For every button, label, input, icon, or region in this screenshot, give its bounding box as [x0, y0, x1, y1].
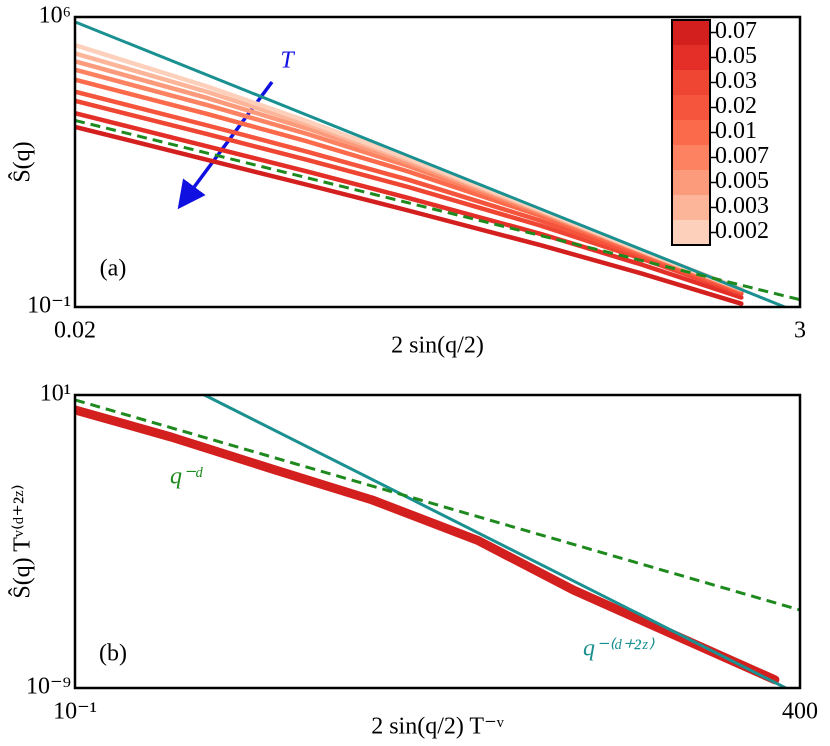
colorbar-swatch [672, 20, 710, 46]
colorbar-swatch [672, 70, 710, 96]
data-curve [75, 124, 744, 306]
colorbar-swatch [672, 220, 710, 246]
axes-frame [73, 393, 802, 690]
fit-line [75, 398, 800, 612]
y-axis-label: Ŝ(q) Tᵛ⁽ᵈ⁺²ᶻ⁾ [9, 484, 36, 598]
fit-line [75, 118, 800, 302]
colorbar-swatch [672, 45, 710, 71]
data-curve [75, 110, 744, 300]
x-tick-label: 400 [782, 699, 818, 725]
x-tick-label: 10⁻¹ [53, 699, 97, 725]
colorbar-swatch [672, 195, 710, 221]
colorbar-label: 0.03 [715, 68, 757, 94]
plot-area [75, 20, 800, 307]
y-tick-label: 10⁻⁹ [26, 674, 71, 700]
colorbar-swatch [672, 120, 710, 146]
colorbar-label: 0.002 [715, 218, 769, 244]
fit-line [75, 20, 786, 307]
colorbar-swatch [672, 145, 710, 171]
y-axis-label: Ŝ(q) [9, 141, 36, 182]
colorbar-swatch [672, 95, 710, 121]
data-curve [75, 405, 780, 685]
colorbar-label: 0.01 [715, 118, 757, 144]
x-axis-label: 2 sin(q/2) [391, 333, 484, 359]
colorbar-label: 0.005 [715, 168, 769, 194]
colorbar-label: 0.007 [715, 143, 769, 169]
fit-label: q⁻ᵈ [170, 464, 204, 490]
colorbar-label: 0.02 [715, 93, 757, 119]
x-axis-label: 2 sin(q/2) T⁻ᵛ [371, 714, 505, 740]
axes-frame [73, 15, 802, 309]
x-tick-label: 0.02 [54, 318, 96, 344]
y-tick-label: 10⁶ [39, 3, 71, 29]
fit-line [203, 395, 787, 688]
annotation: (b) [99, 641, 127, 667]
y-tick-label: 10⁻¹ [27, 293, 71, 319]
colorbar-label: 0.003 [715, 193, 769, 219]
colorbar-frame [671, 19, 711, 246]
colorbar-label: 0.07 [715, 18, 757, 44]
data-curve [75, 98, 744, 296]
fit-label: q⁻⁽ᵈ⁺²ᶻ⁾ [583, 636, 655, 662]
plot-area [75, 395, 800, 688]
annotation: (a) [100, 256, 127, 282]
colorbar-swatch [672, 170, 710, 196]
x-tick-label: 3 [794, 318, 806, 344]
annotation: T [280, 48, 295, 74]
y-tick-label: 10¹ [40, 381, 71, 407]
colorbar-label: 0.05 [715, 43, 757, 69]
